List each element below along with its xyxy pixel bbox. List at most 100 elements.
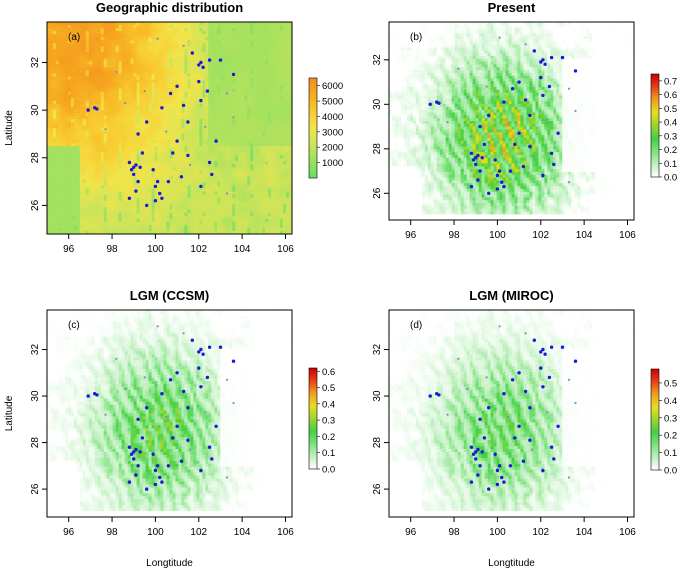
raster-map	[47, 22, 292, 234]
occurrence-point	[517, 424, 521, 428]
occurrence-point	[197, 350, 201, 354]
occurrence-point	[474, 156, 478, 160]
occurrence-point	[207, 345, 212, 349]
color-legend: 1000 2000 3000 4000 5000 6000	[308, 77, 343, 179]
y-tick-label: 28	[372, 143, 383, 155]
y-tick-label: 28	[372, 437, 383, 449]
faint-point	[115, 357, 118, 360]
occurrence-point	[497, 169, 502, 173]
occurrence-point	[153, 199, 158, 203]
raster-map	[47, 310, 292, 517]
y-tick-label: 26	[30, 199, 41, 211]
panel-label: (a)	[68, 32, 80, 43]
y-axis-label: Latitude	[4, 110, 15, 146]
occurrence-point	[160, 480, 164, 484]
occurrence-point	[500, 475, 504, 480]
y-tick-label: 30	[30, 104, 41, 116]
occurrence-point	[476, 153, 480, 158]
occurrence-point	[145, 406, 149, 410]
y-tick-label: 26	[372, 187, 383, 199]
y-tick-label: 32	[372, 54, 383, 66]
occurrence-point	[437, 393, 441, 397]
occurrence-point	[437, 101, 441, 105]
occurrence-point	[517, 371, 521, 375]
y-tick-label: 30	[372, 390, 383, 402]
occurrence-point	[573, 359, 578, 363]
x-tick-label: 104	[234, 527, 251, 538]
color-legend: 0.0 0.1 0.2 0.3 0.4 0.5 0.6 0.7	[650, 73, 677, 184]
legend-tick-label: 0.1	[664, 448, 677, 459]
faint-point	[524, 43, 527, 46]
faint-point	[156, 37, 159, 40]
occurrence-point	[478, 124, 482, 129]
panel-title: Present	[488, 0, 536, 15]
faint-point	[457, 357, 460, 360]
occurrence-point	[478, 417, 482, 421]
occurrence-point	[190, 51, 194, 55]
occurrence-point	[495, 468, 500, 473]
faint-point	[225, 92, 229, 95]
occurrence-point	[474, 457, 478, 461]
occurrence-point	[138, 165, 142, 169]
occurrence-point	[547, 84, 552, 89]
faint-point	[225, 476, 229, 479]
occurrence-point	[199, 468, 203, 473]
faint-point	[531, 448, 534, 451]
occurrence-point	[528, 438, 532, 442]
occurrence-point	[560, 345, 565, 349]
faint-point	[124, 388, 127, 391]
x-tick-label: 104	[234, 244, 251, 255]
occurrence-point	[86, 394, 90, 398]
legend-tick-label: 0.4	[664, 396, 677, 407]
y-tick-label: 26	[372, 483, 383, 495]
occurrence-point	[513, 142, 517, 147]
occurrence-point	[541, 468, 545, 473]
faint-point	[182, 44, 185, 47]
faint-point	[574, 109, 577, 113]
occurrence-point	[214, 424, 218, 428]
legend-tick-label: 6000	[322, 81, 343, 92]
occurrence-point	[134, 163, 138, 167]
occurrence-point	[521, 164, 526, 169]
occurrence-point	[138, 450, 142, 454]
panel-label: (b)	[410, 32, 422, 43]
occurrence-point	[134, 189, 138, 193]
occurrence-point	[199, 184, 203, 189]
x-tick-label: 98	[106, 244, 118, 255]
occurrence-point	[500, 180, 504, 184]
faint-point	[225, 192, 229, 195]
panel-label: (d)	[410, 320, 422, 331]
occurrence-point	[469, 445, 474, 449]
occurrence-point	[151, 168, 155, 172]
occurrence-point	[160, 392, 164, 396]
occurrence-point	[145, 203, 149, 208]
occurrence-point	[517, 80, 521, 84]
legend-tick-label: 2000	[322, 143, 343, 154]
occurrence-point	[136, 417, 140, 421]
occurrence-point	[532, 49, 536, 53]
occurrence-point	[495, 173, 500, 178]
occurrence-point	[508, 464, 513, 468]
faint-point	[546, 411, 549, 414]
occurrence-point	[207, 160, 212, 165]
occurrence-point	[556, 424, 560, 428]
occurrence-point	[132, 450, 136, 454]
occurrence-point	[197, 79, 201, 84]
faint-point	[524, 332, 527, 335]
legend-tick-label: 0.4	[664, 118, 677, 129]
x-tick-label: 104	[576, 230, 593, 241]
occurrence-point	[175, 424, 179, 428]
legend-tick-label: 0.1	[664, 159, 677, 170]
faint-point	[104, 413, 107, 416]
occurrence-point	[218, 58, 223, 62]
occurrence-point	[487, 191, 491, 195]
y-tick-label: 32	[30, 56, 41, 68]
occurrence-point	[528, 406, 532, 410]
occurrence-point	[541, 173, 545, 178]
occurrence-point	[134, 473, 138, 477]
occurrence-point	[487, 113, 491, 118]
occurrence-point	[199, 98, 203, 103]
faint-point	[498, 36, 501, 39]
occurrence-point	[127, 160, 132, 165]
